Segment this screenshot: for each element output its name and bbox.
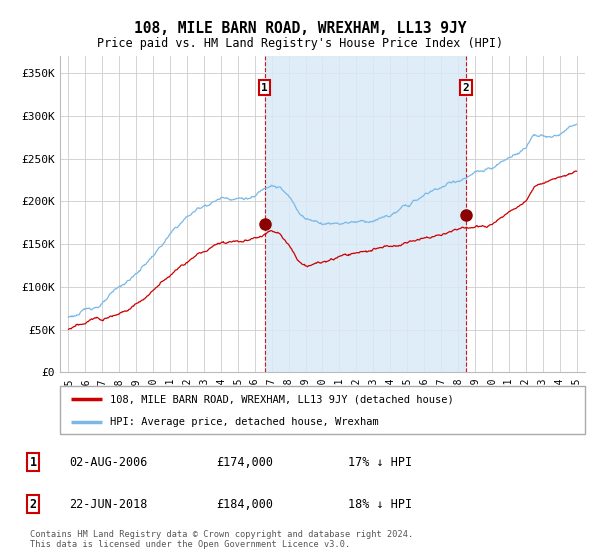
Text: HPI: Average price, detached house, Wrexham: HPI: Average price, detached house, Wrex… — [110, 417, 379, 427]
Text: 22-JUN-2018: 22-JUN-2018 — [69, 497, 148, 511]
FancyBboxPatch shape — [60, 386, 585, 434]
Text: 18% ↓ HPI: 18% ↓ HPI — [348, 497, 412, 511]
Text: 108, MILE BARN ROAD, WREXHAM, LL13 9JY (detached house): 108, MILE BARN ROAD, WREXHAM, LL13 9JY (… — [110, 394, 454, 404]
Text: Contains HM Land Registry data © Crown copyright and database right 2024.: Contains HM Land Registry data © Crown c… — [30, 530, 413, 539]
Text: 1: 1 — [261, 83, 268, 92]
Text: 2: 2 — [29, 497, 37, 511]
Text: 2: 2 — [463, 83, 469, 92]
Text: 108, MILE BARN ROAD, WREXHAM, LL13 9JY: 108, MILE BARN ROAD, WREXHAM, LL13 9JY — [134, 21, 466, 36]
Text: 02-AUG-2006: 02-AUG-2006 — [69, 455, 148, 469]
Text: £174,000: £174,000 — [216, 455, 273, 469]
Text: 17% ↓ HPI: 17% ↓ HPI — [348, 455, 412, 469]
Text: 1: 1 — [29, 455, 37, 469]
Text: £184,000: £184,000 — [216, 497, 273, 511]
Text: Price paid vs. HM Land Registry's House Price Index (HPI): Price paid vs. HM Land Registry's House … — [97, 37, 503, 50]
Text: This data is licensed under the Open Government Licence v3.0.: This data is licensed under the Open Gov… — [30, 540, 350, 549]
